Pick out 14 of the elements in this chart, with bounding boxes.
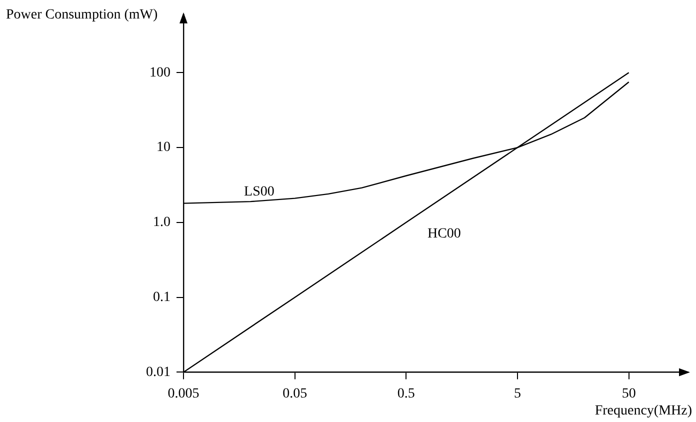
y-tick-label: 100 xyxy=(150,65,170,80)
y-axis-title: Power Consumption (mW) xyxy=(6,8,158,23)
x-tick-label: 50 xyxy=(622,386,636,402)
series-label: LS00 xyxy=(244,184,274,200)
series-label: HC00 xyxy=(427,226,461,242)
x-axis-title: Frequency(MHz) xyxy=(594,404,692,419)
x-tick-label: 5 xyxy=(514,386,521,402)
y-tick-label: 0.1 xyxy=(153,290,170,305)
y-tick-label: 1.0 xyxy=(153,215,170,230)
x-tick-label: 0.005 xyxy=(168,386,200,402)
x-tick-label: 0.5 xyxy=(397,386,415,402)
y-tick-label: 0.01 xyxy=(146,364,170,380)
y-tick-label: 10 xyxy=(156,140,170,156)
x-tick-label: 0.05 xyxy=(282,386,308,402)
